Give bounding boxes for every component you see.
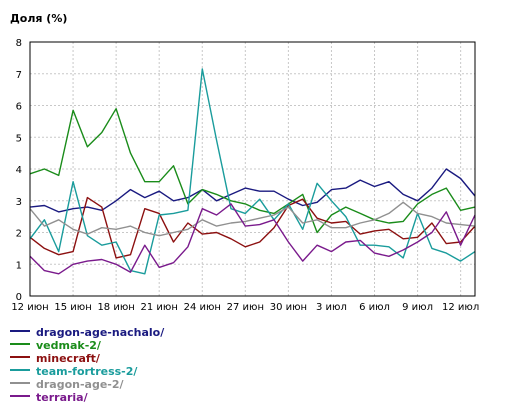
y-tick-label: 1 — [16, 260, 22, 271]
legend-label: dragon-age-2/ — [36, 378, 124, 391]
y-tick-labels: 0 1 2 3 4 5 6 7 8 — [16, 38, 22, 303]
series-line-dragon-age-nachalo — [29, 168, 476, 213]
x-tick-label: 24 июн — [184, 302, 221, 313]
x-tick-label: 6 июл — [359, 302, 390, 313]
y-tick-label: 0 — [16, 292, 22, 303]
x-tick-label: 21 июн — [141, 302, 178, 313]
y-axis-title: Доля (%) — [10, 12, 67, 25]
legend: dragon-age-nachalo/vedmak-2/minecraft/te… — [10, 326, 164, 404]
legend-swatch — [10, 343, 30, 345]
legend-label: team-fortress-2/ — [36, 365, 138, 378]
y-tick-label: 6 — [16, 102, 22, 113]
legend-item: minecraft/ — [10, 352, 164, 365]
x-tick-label: 30 июн — [270, 302, 307, 313]
legend-swatch — [10, 395, 30, 397]
series-line-terraria — [29, 203, 476, 275]
series-line-dragon-age-2 — [29, 201, 476, 237]
legend-swatch — [10, 356, 30, 358]
x-tick-labels: 12 июн 15 июн 18 июн 21 июн 24 июн 27 июн 30 и… — [11, 302, 479, 313]
y-tick-label: 3 — [16, 197, 22, 208]
legend-item: vedmak-2/ — [10, 339, 164, 352]
legend-label: dragon-age-nachalo/ — [36, 326, 165, 339]
x-tick-label: 12 июн — [11, 302, 48, 313]
series-lines — [29, 68, 476, 275]
legend-item: dragon-age-nachalo/ — [10, 326, 164, 339]
legend-item: terraria/ — [10, 391, 164, 404]
line-chart: Доля (%) 0 1 2 3 4 5 6 7 8 12 июн 15 июн 18 июн 21 … — [10, 12, 479, 313]
x-tick-label: 3 июл — [316, 302, 347, 313]
x-tick-label: 15 июн — [54, 302, 91, 313]
legend-item: dragon-age-2/ — [10, 378, 164, 391]
x-tick-label: 9 июл — [402, 302, 433, 313]
legend-label: vedmak-2/ — [36, 339, 101, 352]
legend-label: terraria/ — [36, 391, 88, 404]
y-tick-label: 5 — [16, 133, 22, 144]
legend-label: minecraft/ — [36, 352, 100, 365]
grid — [29, 41, 475, 297]
x-tick-label: 12 июл — [442, 302, 479, 313]
y-tick-label: 2 — [16, 229, 22, 240]
plot-frame — [29, 41, 476, 297]
y-tick-label: 8 — [16, 38, 22, 49]
y-tick-label: 4 — [16, 165, 22, 176]
legend-item: team-fortress-2/ — [10, 365, 164, 378]
x-tick-label: 27 июн — [227, 302, 264, 313]
legend-swatch — [10, 369, 30, 371]
y-tick-label: 7 — [16, 70, 22, 81]
legend-swatch — [10, 382, 30, 384]
legend-swatch — [10, 330, 30, 332]
series-line-vedmak-2 — [29, 107, 476, 234]
x-tick-label: 18 июн — [97, 302, 134, 313]
series-line-minecraft — [29, 196, 476, 259]
series-line-team-fortress-2 — [29, 68, 476, 275]
